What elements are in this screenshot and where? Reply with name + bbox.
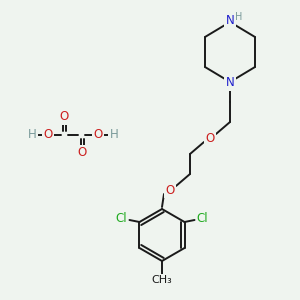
Text: O: O [93, 128, 103, 142]
Text: N: N [226, 76, 234, 89]
Text: H: H [28, 128, 36, 142]
Text: O: O [77, 146, 87, 160]
Text: O: O [44, 128, 52, 142]
Text: H: H [110, 128, 118, 142]
Text: H: H [235, 12, 243, 22]
Text: Cl: Cl [116, 212, 127, 224]
Text: CH₃: CH₃ [152, 275, 172, 285]
Text: O: O [165, 184, 175, 196]
Text: Cl: Cl [197, 212, 208, 224]
Text: O: O [206, 131, 214, 145]
Text: O: O [59, 110, 69, 124]
Text: N: N [226, 14, 234, 28]
